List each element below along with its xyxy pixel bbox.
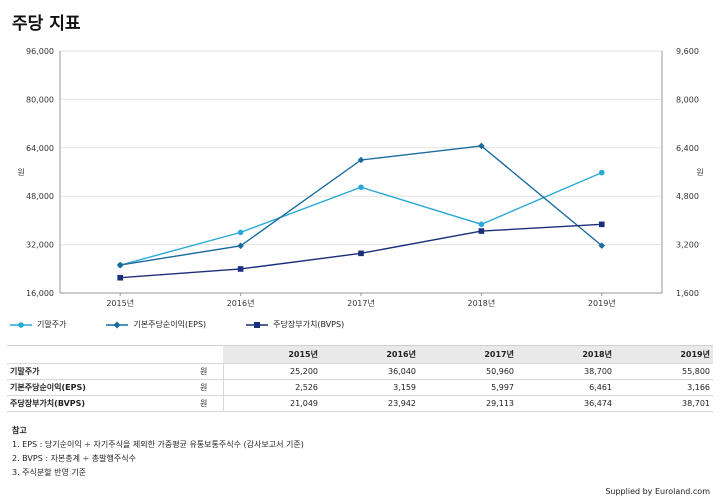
row-label: 기본주당순이익(EPS) <box>7 379 197 396</box>
data-point-square <box>117 274 123 281</box>
table-header-year: 2015년 <box>223 345 321 364</box>
row-label: 주당장부가치(BVPS) <box>7 395 197 412</box>
table-cell: 23,942 <box>321 395 419 412</box>
right-axis-label: 원 <box>696 168 703 177</box>
table-row: 기본주당순이익(EPS) 원 2,526 3,159 5,997 6,461 3… <box>7 379 713 396</box>
series-line <box>120 145 603 266</box>
table-cell: 36,040 <box>321 363 419 380</box>
table-cell: 2,526 <box>223 379 321 396</box>
x-axis-tick-label: 2019년 <box>588 298 616 308</box>
x-axis-tick-label: 2017년 <box>347 298 375 308</box>
note-item: 2. BVPS : 자본총계 ÷ 총발행주식수 <box>12 454 136 463</box>
right-axis-tick-label: 8,000 <box>676 95 699 104</box>
table-cell: 36,474 <box>517 395 615 412</box>
x-axis-tick-label: 2016년 <box>227 298 255 308</box>
legend-item-bvps[interactable]: 주당장부가치(BVPS) <box>246 319 344 330</box>
right-axis-tick-label: 1,600 <box>676 289 699 298</box>
left-axis-label: 원 <box>17 168 24 177</box>
data-point-circle <box>237 229 244 236</box>
left-axis-tick-label: 96,000 <box>26 47 54 56</box>
line-chart: 16,000 1,600 32,000 3,200 48,000 4,800 64,000 6… <box>17 47 703 308</box>
table-header-year: 2018년 <box>517 345 615 364</box>
data-point-square <box>599 221 605 228</box>
data-point-circle <box>599 169 605 176</box>
left-axis-tick-label: 16,000 <box>26 289 54 298</box>
supplied-by-credit: Supplied by Euroland.com <box>605 487 710 496</box>
page-title: 주당 지표 <box>12 14 81 34</box>
legend-label-eps: 기본주당순이익(EPS) <box>133 320 207 329</box>
table-cell: 38,701 <box>615 395 713 412</box>
table-cell: 29,113 <box>419 395 517 412</box>
data-point-square <box>478 228 485 234</box>
note-item: 3. 주식분할 반영 기준 <box>12 468 87 477</box>
left-axis-tick-label: 32,000 <box>26 241 54 250</box>
table-cell: 38,700 <box>517 363 615 380</box>
left-axis-tick-label: 48,000 <box>26 192 54 201</box>
data-point-diamond <box>237 242 244 250</box>
data-point-square <box>237 266 244 272</box>
x-axis-tick-label: 2015년 <box>106 298 134 308</box>
table-cell: 5,997 <box>419 379 517 396</box>
legend-label-bvps: 주당장부가치(BVPS) <box>273 320 345 329</box>
notes-title: 참고 <box>12 426 27 435</box>
legend-diamond-icon <box>106 321 129 328</box>
data-point-diamond <box>116 261 124 269</box>
chart-legend: 기말주가 기본주당순이익(EPS) 주당장부가치(BVPS) <box>10 319 384 330</box>
chart-series-lines <box>120 145 603 279</box>
data-point-diamond <box>478 142 485 150</box>
right-axis-tick-label: 9,600 <box>676 47 699 56</box>
right-axis-tick-label: 4,800 <box>676 192 699 201</box>
left-axis-tick-label: 80,000 <box>26 95 54 104</box>
data-point-square <box>358 250 364 257</box>
table-cell: 21,049 <box>223 395 321 412</box>
right-axis-tick-label: 3,200 <box>676 241 699 250</box>
row-unit: 원 <box>197 395 224 412</box>
legend-square-icon <box>246 321 269 328</box>
legend-item-eps[interactable]: 기본주당순이익(EPS) <box>106 319 206 330</box>
legend-label-price: 기말주가 <box>37 320 67 329</box>
table-cell: 25,200 <box>223 363 321 380</box>
table-header-year: 2016년 <box>321 345 419 364</box>
data-table: 2015년 2016년 2017년 2018년 2019년 기말주가 원 25,… <box>7 345 713 412</box>
table-row: 주당장부가치(BVPS) 원 21,049 23,942 29,113 36,4… <box>7 395 713 412</box>
row-unit: 원 <box>197 363 224 380</box>
data-point-circle <box>358 184 364 191</box>
table-row: 기말주가 원 25,200 36,040 50,960 38,700 55,80… <box>7 363 713 380</box>
table-header-row: 2015년 2016년 2017년 2018년 2019년 <box>7 345 713 364</box>
table-cell: 50,960 <box>419 363 517 380</box>
legend-circle-icon <box>10 321 32 328</box>
chart-markers <box>116 142 606 281</box>
left-axis-tick-label: 64,000 <box>26 144 54 153</box>
right-axis-tick-label: 6,400 <box>676 144 699 153</box>
table-cell: 6,461 <box>517 379 615 396</box>
data-point-diamond <box>598 242 606 249</box>
row-unit: 원 <box>197 379 224 396</box>
notes-section: 참고 1. EPS : 당기순이익 ÷ 자기주식을 제외한 가중평균 유통보통주… <box>12 424 304 480</box>
row-label: 기말주가 <box>7 363 197 380</box>
legend-item-price[interactable]: 기말주가 <box>10 319 66 330</box>
table-cell: 55,800 <box>615 363 713 380</box>
x-axis-tick-label: 2018년 <box>468 298 496 308</box>
note-item: 1. EPS : 당기순이익 ÷ 자기주식을 제외한 가중평균 유통보통주식수 … <box>12 440 304 449</box>
table-cell: 3,166 <box>615 379 713 396</box>
chart-axes: 16,000 1,600 32,000 3,200 48,000 4,800 64,000 6… <box>17 47 703 308</box>
table-header-year: 2019년 <box>615 345 713 364</box>
data-point-circle <box>478 221 485 228</box>
table-header-year: 2017년 <box>419 345 517 364</box>
data-point-diamond <box>357 156 365 164</box>
table-cell: 3,159 <box>321 379 419 396</box>
table-header-blank <box>7 345 223 364</box>
